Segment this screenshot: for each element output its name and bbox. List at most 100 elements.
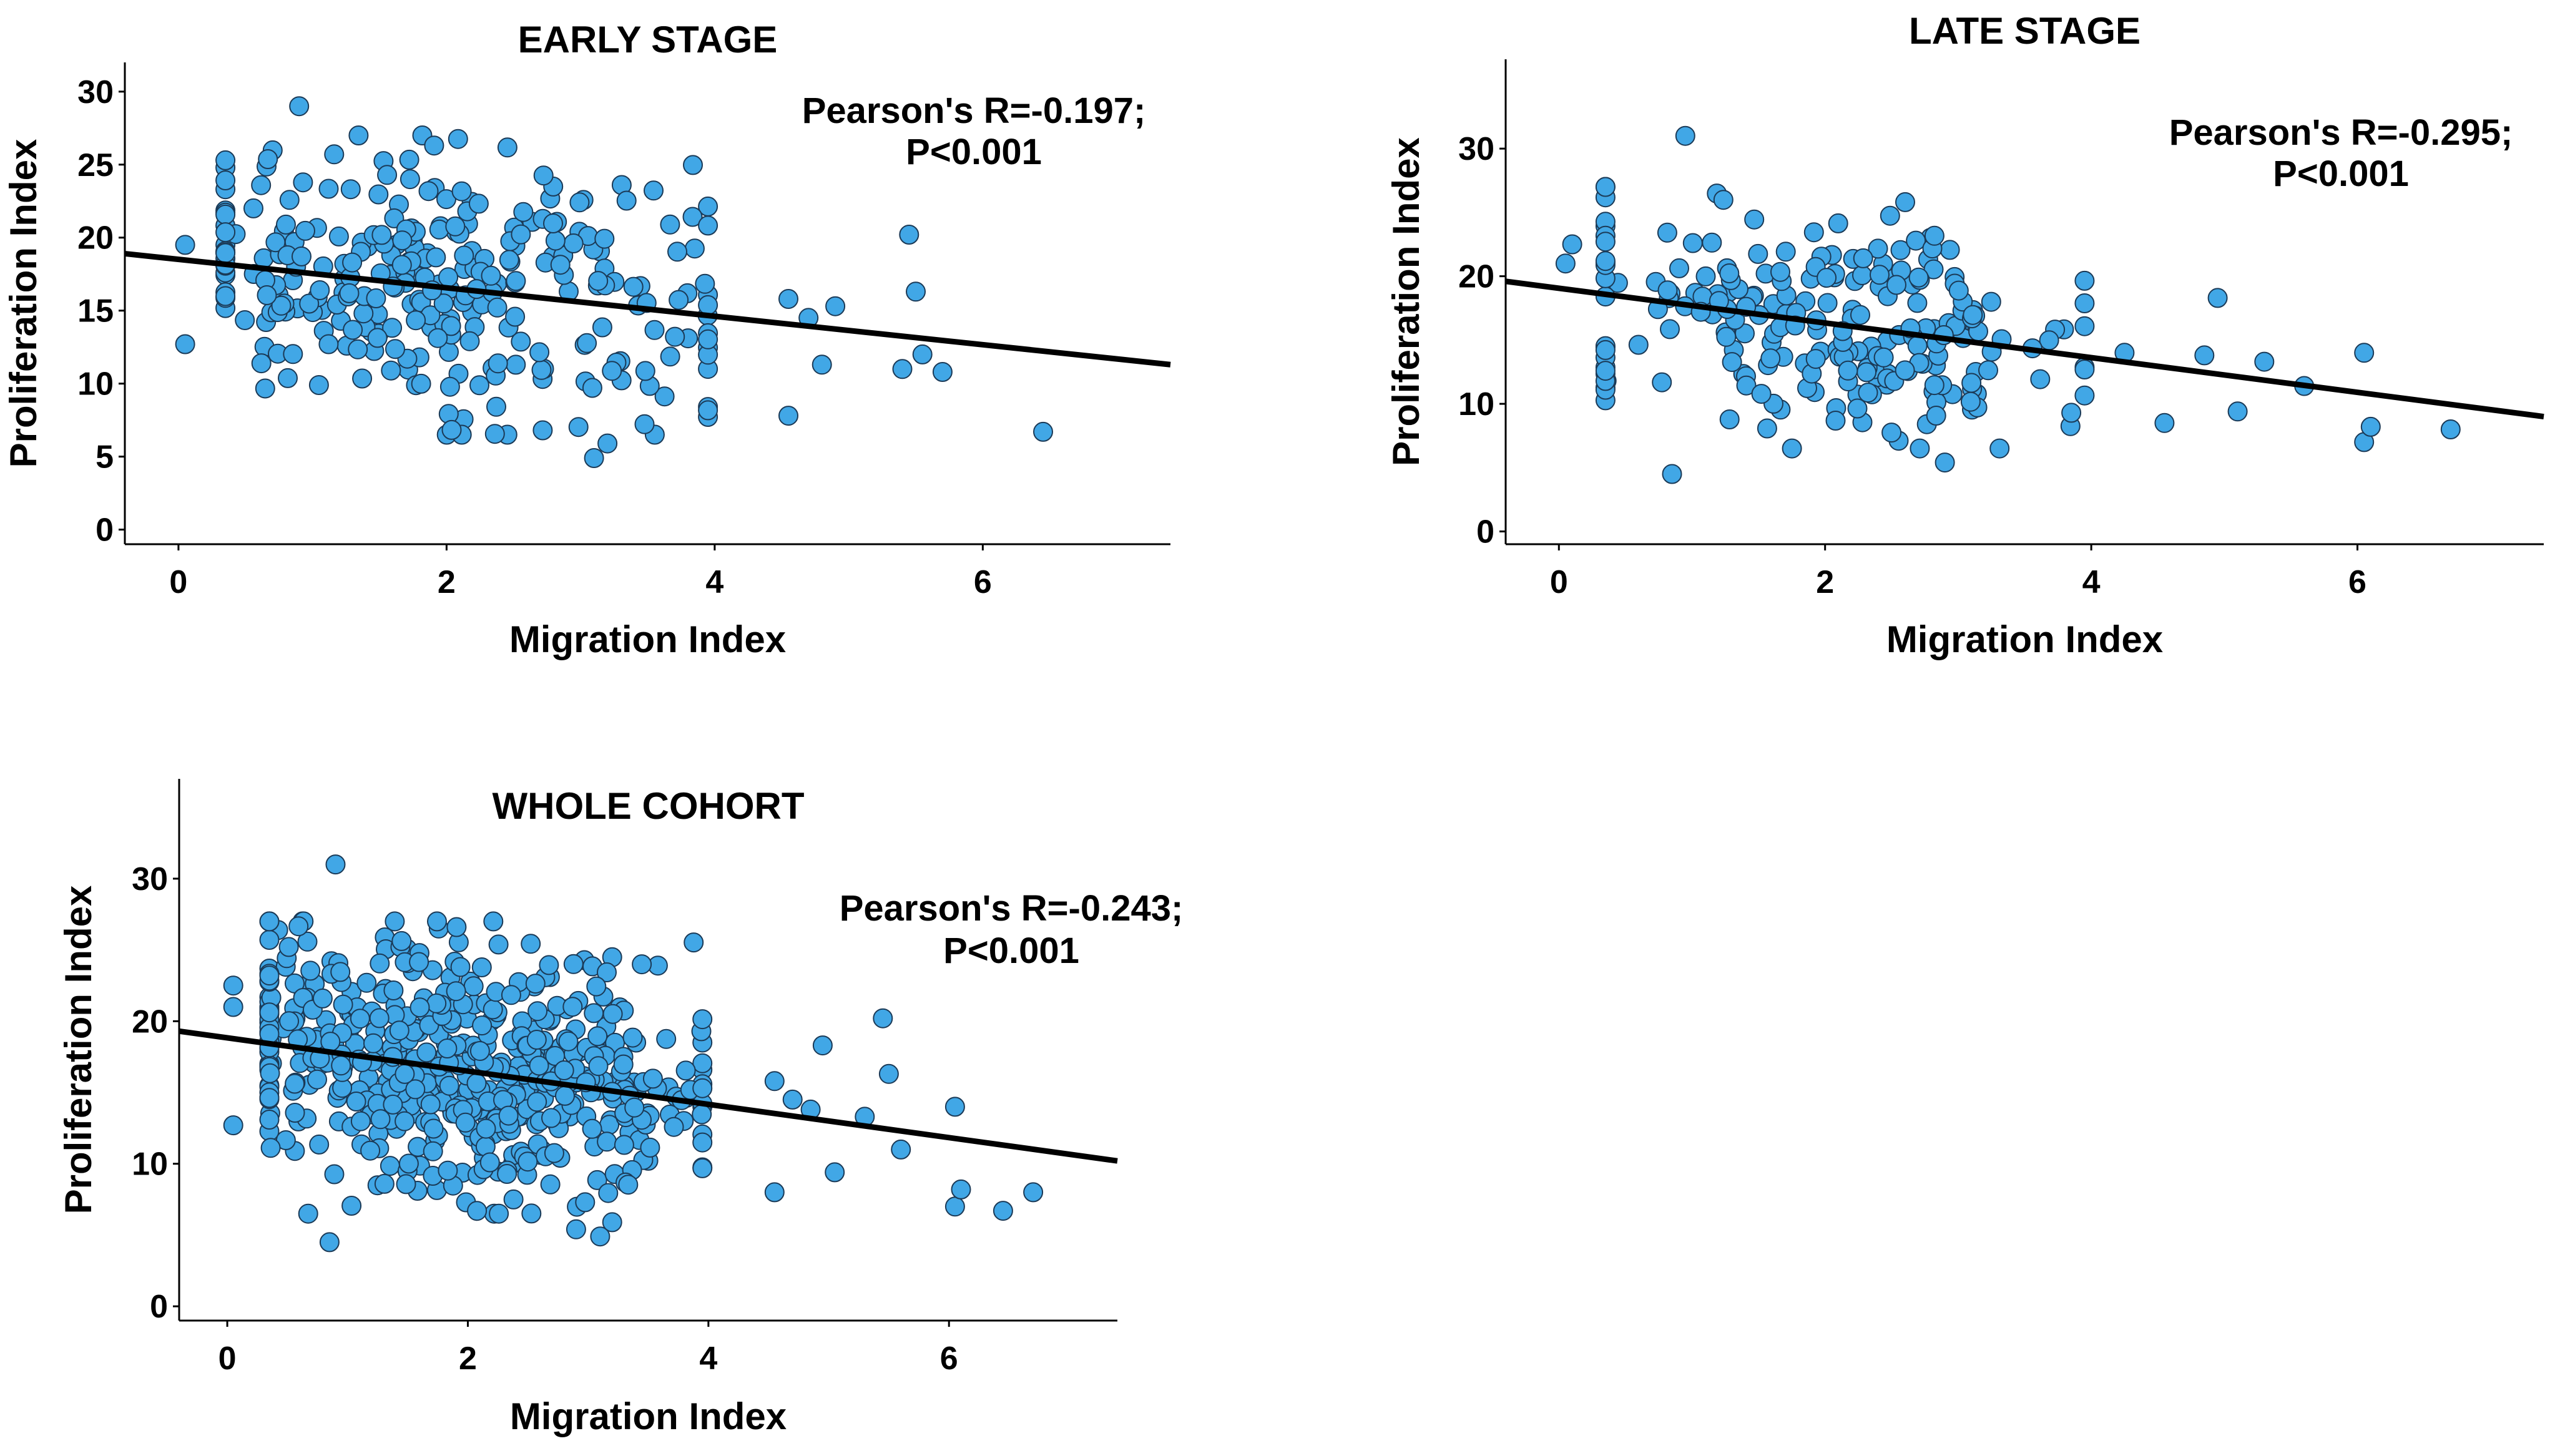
x-tick-label: 4: [699, 1341, 717, 1377]
data-point: [353, 303, 374, 324]
data-point: [1895, 360, 1915, 381]
data-point: [1595, 361, 1616, 381]
data-point: [312, 988, 333, 1009]
data-point: [532, 420, 553, 441]
data-point: [469, 375, 489, 396]
data-point: [2207, 288, 2228, 308]
data-point: [503, 1189, 524, 1209]
data-point: [1719, 263, 1740, 283]
data-point: [2074, 385, 2095, 406]
data-point: [618, 1175, 639, 1195]
data-point: [289, 96, 310, 117]
data-point: [682, 207, 703, 227]
data-point: [635, 361, 655, 381]
data-point: [1981, 291, 2001, 312]
data-point: [539, 955, 559, 975]
data-point: [598, 1183, 619, 1203]
data-point: [1782, 438, 1802, 459]
data-point: [437, 1038, 458, 1058]
data-point: [1825, 411, 1846, 431]
data-point: [764, 1182, 785, 1203]
data-point: [698, 329, 718, 349]
data-point: [466, 1073, 487, 1093]
data-point: [423, 1141, 443, 1161]
data-point: [812, 1035, 833, 1056]
x-tick-label: 4: [2082, 564, 2101, 600]
data-point: [297, 931, 318, 952]
data-point: [499, 250, 519, 270]
data-point: [395, 1063, 415, 1084]
regression-line: [124, 250, 1171, 368]
data-point: [587, 1170, 607, 1190]
data-point: [1736, 375, 1757, 396]
data-point: [260, 1138, 281, 1158]
data-point: [251, 353, 272, 374]
data-point: [602, 1212, 622, 1233]
data-point: [640, 1137, 660, 1158]
x-axis-title: Migration Index: [1886, 618, 2163, 660]
data-point: [307, 1069, 327, 1090]
data-point: [341, 1196, 362, 1216]
data-point: [616, 190, 637, 211]
x-axis-title: Migration Index: [510, 1395, 787, 1437]
data-point: [584, 448, 604, 468]
data-point: [634, 414, 655, 434]
data-point: [588, 271, 609, 291]
data-point: [1702, 232, 1722, 253]
data-point: [906, 281, 926, 302]
data-point: [2039, 330, 2059, 351]
data-point: [1760, 348, 1781, 369]
data-point: [1744, 209, 1765, 230]
data-point: [563, 954, 584, 974]
data-point: [2074, 359, 2095, 379]
data-point: [675, 1060, 696, 1081]
data-point: [569, 192, 590, 213]
data-point: [371, 225, 392, 245]
data-point: [380, 1156, 400, 1176]
data-point: [695, 273, 715, 294]
data-point: [1805, 349, 1826, 369]
data-point: [293, 172, 313, 193]
data-point: [590, 1226, 611, 1247]
data-point: [529, 1055, 549, 1076]
data-point: [484, 424, 505, 444]
data-point: [424, 135, 444, 156]
data-point: [1695, 266, 1716, 286]
data-point: [2061, 403, 2082, 423]
data-point: [614, 1135, 634, 1155]
data-point: [2154, 413, 2175, 433]
data-point: [656, 1028, 677, 1049]
data-point: [642, 1068, 663, 1089]
data-point: [308, 375, 329, 395]
data-point: [1948, 280, 1969, 301]
data-point: [1595, 232, 1616, 252]
data-point: [259, 965, 280, 986]
data-point: [283, 344, 303, 364]
data-point: [396, 1174, 416, 1195]
data-point: [1719, 409, 1740, 429]
data-point: [486, 396, 506, 417]
data-point: [506, 354, 526, 375]
data-point: [1828, 213, 1848, 233]
data-point: [622, 1027, 643, 1048]
data-point: [483, 911, 504, 932]
data-point: [764, 1071, 785, 1092]
x-tick-label: 0: [1550, 564, 1568, 600]
chart-late: LATE STAGE 0 2 4 6 0 10 20 30 Migration Index Prol…: [1385, 10, 2544, 660]
data-point: [423, 1118, 444, 1139]
data-point: [455, 1112, 476, 1133]
data-point: [664, 1116, 684, 1137]
data-point: [545, 1046, 566, 1066]
data-point: [812, 354, 832, 375]
data-point: [1963, 305, 1983, 325]
data-point: [324, 144, 345, 165]
data-point: [644, 320, 665, 340]
data-point: [446, 981, 466, 1002]
data-point: [374, 1173, 395, 1194]
data-point: [259, 911, 280, 932]
data-point: [1881, 423, 1902, 443]
data-point: [385, 911, 405, 932]
stat-annotation: Pearson's R=-0.243;: [840, 888, 1184, 929]
data-point: [1852, 265, 1872, 285]
data-point: [698, 400, 718, 421]
